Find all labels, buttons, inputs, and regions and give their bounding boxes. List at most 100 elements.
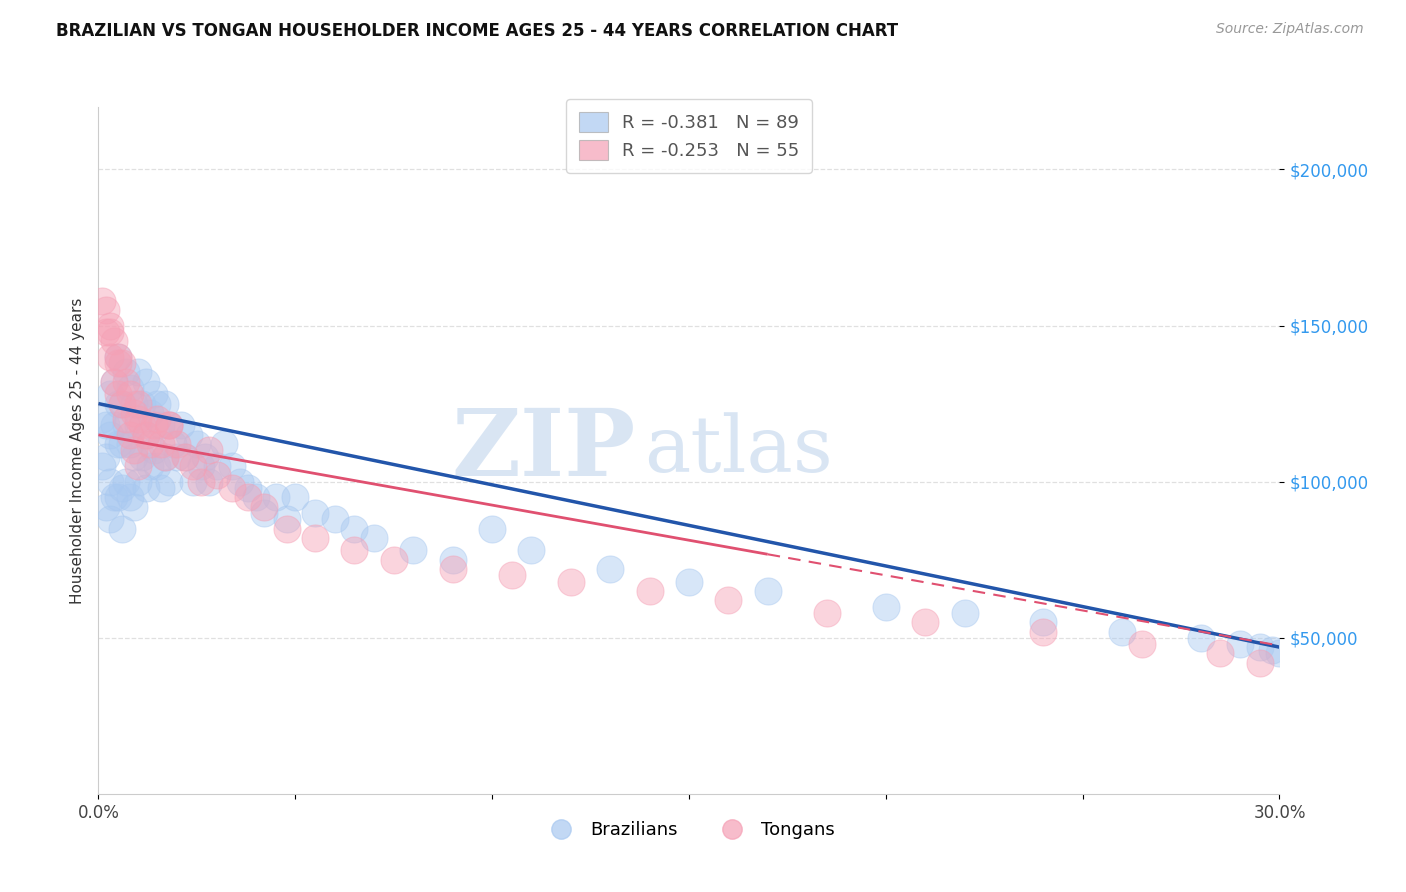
Point — [599, 562, 621, 576]
Point — [91, 458, 114, 473]
Point — [127, 396, 149, 410]
Point — [1260, 643, 1282, 657]
Point — [142, 387, 165, 401]
Point — [155, 450, 177, 464]
Point — [96, 500, 118, 514]
Point — [382, 552, 405, 567]
Point — [304, 506, 326, 520]
Point — [138, 406, 160, 420]
Point — [166, 450, 188, 464]
Point — [181, 475, 204, 489]
Point — [157, 418, 180, 433]
Text: ZIP: ZIP — [451, 406, 636, 495]
Point — [98, 325, 121, 339]
Point — [111, 396, 134, 410]
Point — [138, 458, 160, 473]
Point — [914, 615, 936, 630]
Point — [103, 375, 125, 389]
Point — [181, 458, 204, 473]
Point — [103, 418, 125, 433]
Point — [1209, 646, 1232, 660]
Point — [111, 521, 134, 535]
Point — [91, 412, 114, 426]
Point — [103, 334, 125, 348]
Point — [127, 458, 149, 473]
Point — [135, 427, 157, 442]
Point — [107, 356, 129, 370]
Point — [107, 396, 129, 410]
Point — [236, 490, 259, 504]
Point — [135, 481, 157, 495]
Point — [103, 375, 125, 389]
Point — [98, 318, 121, 333]
Point — [115, 366, 138, 380]
Point — [127, 475, 149, 489]
Point — [253, 506, 276, 520]
Point — [323, 512, 346, 526]
Point — [146, 396, 169, 410]
Point — [118, 490, 141, 504]
Point — [111, 396, 134, 410]
Point — [115, 418, 138, 433]
Point — [122, 406, 145, 420]
Point — [107, 350, 129, 364]
Point — [96, 303, 118, 318]
Point — [166, 437, 188, 451]
Point — [229, 475, 252, 489]
Point — [1130, 637, 1153, 651]
Point — [135, 375, 157, 389]
Point — [98, 427, 121, 442]
Point — [1229, 637, 1251, 651]
Point — [205, 468, 228, 483]
Point — [118, 427, 141, 442]
Point — [1111, 624, 1133, 639]
Point — [118, 437, 141, 451]
Point — [127, 412, 149, 426]
Point — [150, 418, 173, 433]
Point — [304, 531, 326, 545]
Point — [441, 552, 464, 567]
Point — [107, 350, 129, 364]
Point — [815, 606, 838, 620]
Text: Source: ZipAtlas.com: Source: ZipAtlas.com — [1216, 22, 1364, 37]
Point — [122, 500, 145, 514]
Point — [131, 450, 153, 464]
Point — [111, 356, 134, 370]
Text: BRAZILIAN VS TONGAN HOUSEHOLDER INCOME AGES 25 - 44 YEARS CORRELATION CHART: BRAZILIAN VS TONGAN HOUSEHOLDER INCOME A… — [56, 22, 898, 40]
Point — [953, 606, 976, 620]
Point — [98, 387, 121, 401]
Point — [131, 396, 153, 410]
Legend: Brazilians, Tongans: Brazilians, Tongans — [536, 814, 842, 847]
Point — [98, 350, 121, 364]
Point — [111, 481, 134, 495]
Point — [481, 521, 503, 535]
Point — [264, 490, 287, 504]
Point — [1249, 640, 1271, 655]
Point — [96, 325, 118, 339]
Point — [174, 450, 197, 464]
Point — [157, 475, 180, 489]
Point — [135, 427, 157, 442]
Point — [111, 437, 134, 451]
Point — [162, 437, 184, 451]
Point — [122, 443, 145, 458]
Point — [363, 531, 385, 545]
Point — [441, 562, 464, 576]
Point — [245, 490, 267, 504]
Point — [756, 583, 779, 598]
Point — [103, 490, 125, 504]
Point — [150, 481, 173, 495]
Point — [205, 458, 228, 473]
Point — [96, 450, 118, 464]
Point — [157, 418, 180, 433]
Point — [197, 475, 219, 489]
Point — [107, 387, 129, 401]
Point — [142, 418, 165, 433]
Point — [174, 450, 197, 464]
Point — [236, 481, 259, 495]
Point — [1032, 615, 1054, 630]
Point — [253, 500, 276, 514]
Point — [155, 450, 177, 464]
Point — [194, 450, 217, 464]
Point — [186, 437, 208, 451]
